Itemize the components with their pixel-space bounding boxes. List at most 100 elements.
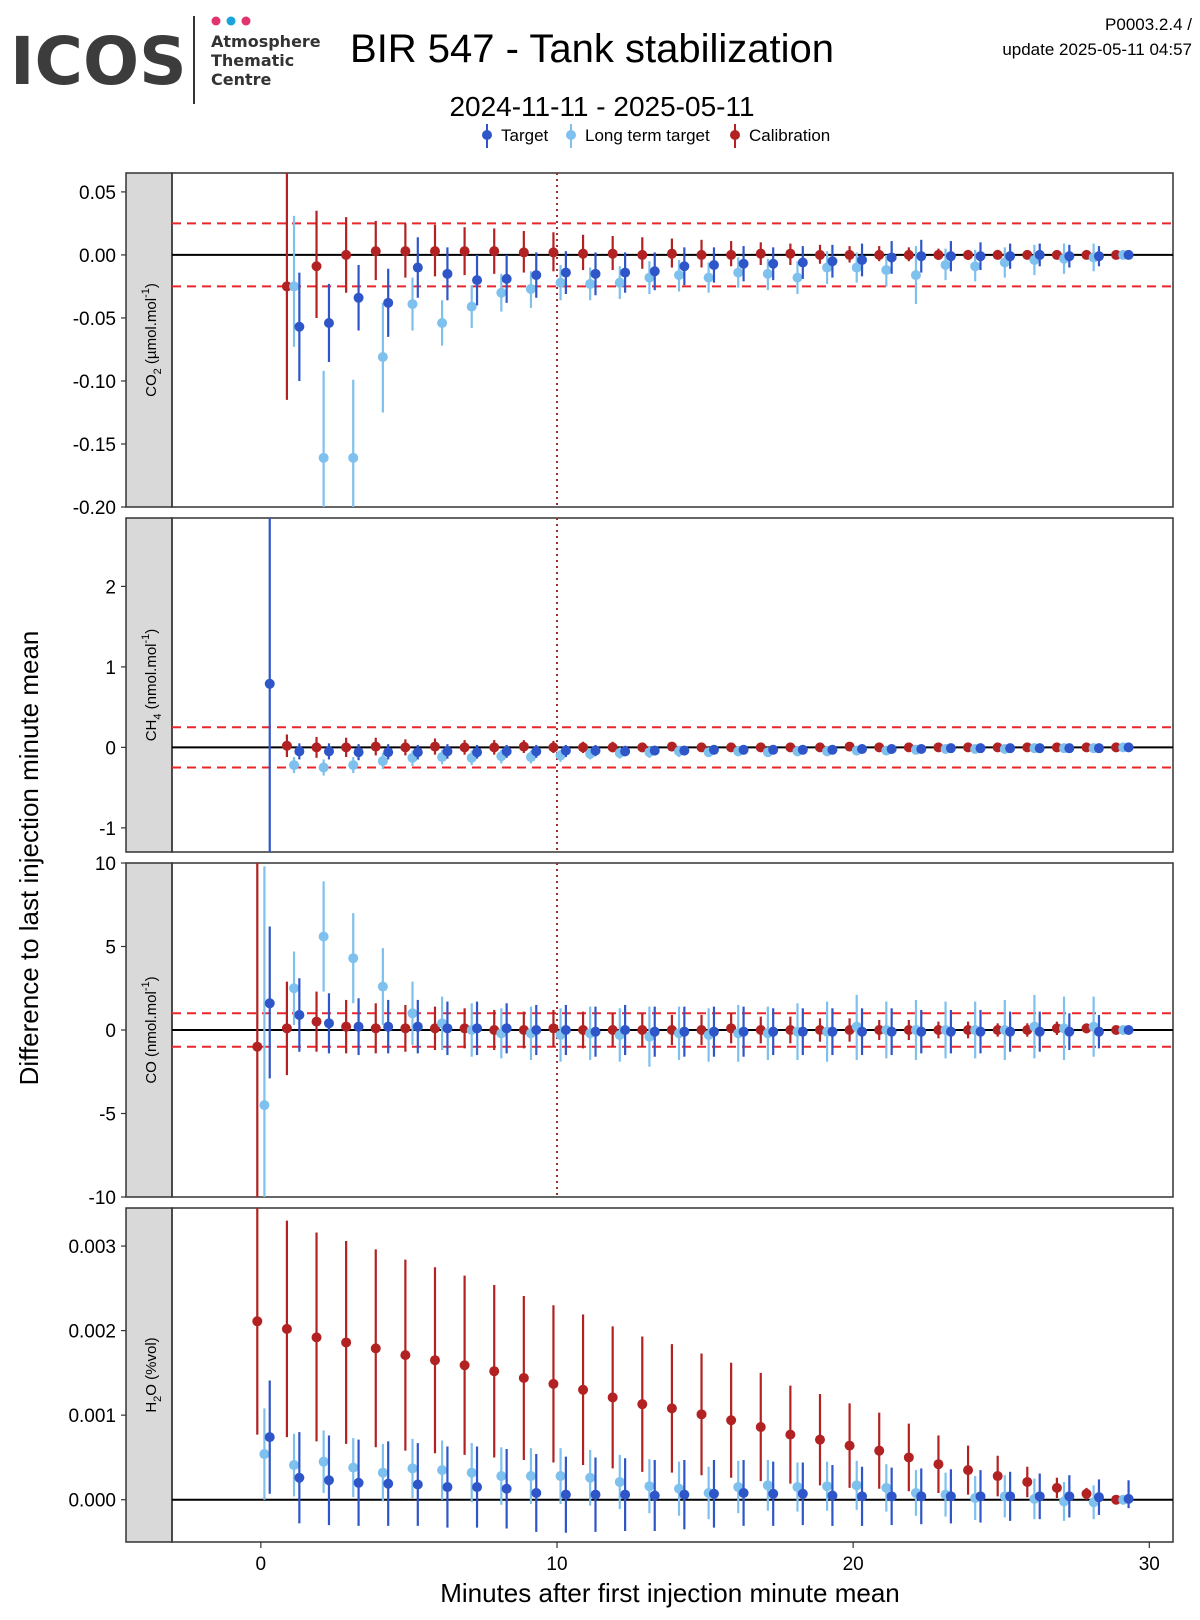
data-point <box>649 1026 660 1037</box>
data-point <box>489 246 500 257</box>
data-point <box>1093 743 1104 754</box>
data-point <box>975 1491 986 1502</box>
panel-1: CH4 (nmol.mol-1) 2 1 0 -1 <box>99 517 1174 853</box>
data-point <box>370 1343 381 1354</box>
data-point <box>755 742 766 753</box>
data-point <box>1093 1026 1104 1037</box>
data-point <box>768 744 779 755</box>
data-point <box>383 747 394 758</box>
data-point <box>992 249 1003 260</box>
data-point <box>370 741 381 752</box>
data-point <box>429 1355 440 1366</box>
data-point <box>814 249 825 260</box>
data-point <box>1111 249 1122 260</box>
data-point <box>679 1026 690 1037</box>
data-point <box>886 1491 897 1502</box>
y-tick-label: -10 <box>89 1188 116 1209</box>
y-tick-label: 0 <box>105 738 116 759</box>
data-point <box>518 247 529 258</box>
data-point <box>548 742 559 753</box>
data-point <box>407 299 418 310</box>
data-point <box>792 272 803 283</box>
series-long-term-target <box>259 866 1129 1197</box>
data-point <box>827 1490 838 1501</box>
data-point <box>377 981 388 992</box>
x-tick-label: 10 <box>546 1554 567 1575</box>
data-point <box>620 1025 631 1035</box>
data-point <box>1064 743 1075 754</box>
chart-subtitle: 2024-11-11 - 2025-05-11 <box>449 91 754 122</box>
y-tick-label: 1 <box>105 658 116 679</box>
data-point <box>1022 1476 1033 1487</box>
data-point <box>531 1487 542 1498</box>
data-point <box>1034 249 1045 260</box>
data-point <box>294 1472 305 1483</box>
data-point <box>353 1021 364 1032</box>
data-point <box>370 246 381 257</box>
legend-item: Calibration <box>730 124 830 148</box>
data-point <box>975 251 986 262</box>
logo-dot <box>241 16 251 26</box>
data-point <box>1093 1492 1104 1503</box>
data-point <box>992 1471 1003 1482</box>
data-point <box>472 1023 483 1034</box>
data-point <box>264 1432 275 1443</box>
data-point <box>666 741 677 752</box>
data-point <box>674 270 685 281</box>
data-point <box>738 258 749 269</box>
data-point <box>590 1489 601 1500</box>
series-long-term-target <box>289 215 1129 507</box>
data-point <box>348 1462 359 1473</box>
panel-strip-label: CO (nmol.mol-1) <box>140 976 160 1083</box>
data-point <box>755 248 766 259</box>
data-point <box>785 248 796 259</box>
data-point <box>874 249 885 260</box>
data-point <box>585 1472 596 1483</box>
data-point <box>489 1366 500 1377</box>
panel-3: H2O (%vol) 0.003 0.002 0.001 0.000 <box>68 1207 1174 1543</box>
data-point <box>548 1023 559 1034</box>
data-point <box>1064 251 1075 262</box>
data-point <box>442 1482 453 1493</box>
data-point <box>459 246 470 257</box>
y-tick-label: 0 <box>105 1021 116 1042</box>
data-point <box>886 743 897 754</box>
logo-centre-line1: Atmosphere <box>211 32 321 51</box>
data-point <box>318 931 329 942</box>
legend-key-point <box>730 130 740 140</box>
data-point <box>472 747 483 758</box>
data-point <box>311 742 322 753</box>
data-point <box>1111 742 1122 753</box>
data-point <box>590 745 601 756</box>
data-point <box>323 746 334 757</box>
data-point <box>472 1482 483 1493</box>
panel-strip-label: H2O (%vol) <box>143 1337 164 1412</box>
data-point <box>1022 249 1033 260</box>
data-point <box>252 1041 263 1052</box>
data-point <box>940 260 951 271</box>
data-point <box>548 247 559 258</box>
data-point <box>903 249 914 260</box>
data-point <box>348 452 359 463</box>
data-point <box>377 352 388 363</box>
data-point <box>785 1429 796 1440</box>
data-point <box>1005 1491 1016 1502</box>
data-point <box>289 760 300 771</box>
y-tick-label: 0.003 <box>68 1237 116 1258</box>
data-point <box>649 745 660 756</box>
data-point <box>412 262 423 273</box>
data-point <box>370 1023 381 1034</box>
data-point <box>827 744 838 755</box>
series-calibration <box>281 173 1122 400</box>
y-tick-label: -0.15 <box>73 435 116 456</box>
data-point <box>1005 1026 1016 1037</box>
data-point <box>472 275 483 286</box>
data-point <box>881 1482 892 1493</box>
logo-centre-line3: Centre <box>211 70 272 89</box>
x-tick-label: 20 <box>843 1554 864 1575</box>
y-tick-label: -1 <box>99 819 116 840</box>
data-point <box>437 317 448 328</box>
data-point <box>1005 743 1016 754</box>
data-point <box>637 742 648 753</box>
data-point <box>614 1476 625 1487</box>
